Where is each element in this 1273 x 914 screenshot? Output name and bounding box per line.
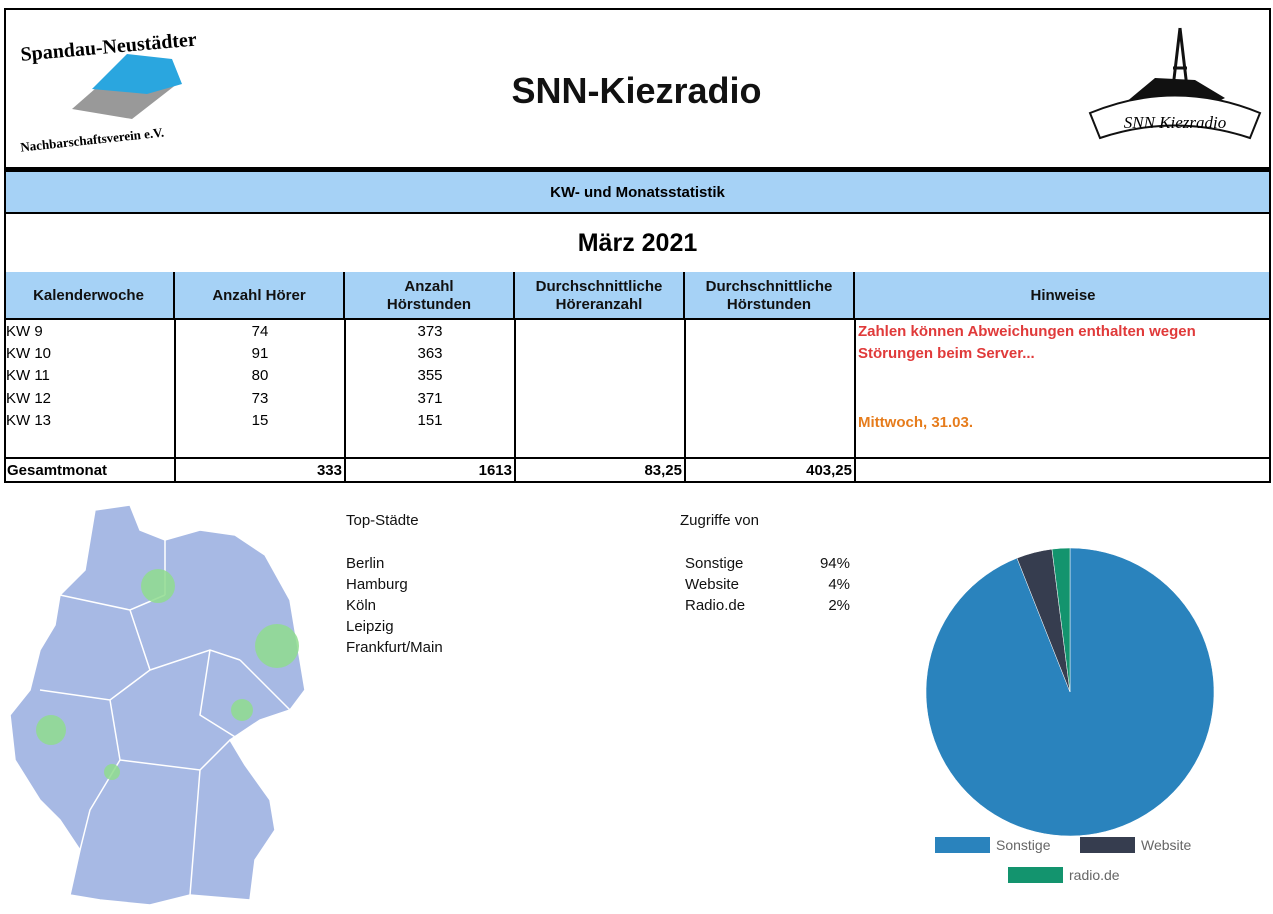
legend-label: Sonstige — [996, 837, 1051, 853]
city: Frankfurt/Main — [346, 639, 443, 656]
week-label: KW 11 — [6, 367, 50, 385]
map-bubble — [36, 715, 66, 745]
column-line — [854, 320, 856, 483]
cell-value: 151 — [417, 412, 443, 430]
week-label: KW 9 — [6, 322, 43, 340]
pie-chart: Sonstige Website radio.de — [925, 547, 1215, 883]
logo-text: Nachbarschaftsverein e.V. — [20, 125, 165, 155]
column-line — [514, 320, 516, 483]
map-borders — [39, 540, 291, 896]
city: Leipzig — [346, 618, 394, 635]
legend-swatch — [1080, 837, 1135, 853]
map-bubble — [231, 699, 253, 721]
column-header-text: Durchschnittliche Höreranzahl — [535, 278, 663, 313]
total-value: 403,25 — [806, 461, 852, 479]
access-name: Website — [685, 576, 739, 593]
cell-value: 373 — [417, 322, 443, 340]
cell-value: 80 — [251, 367, 269, 385]
logo-text: SNN Kiezradio — [1124, 113, 1227, 132]
logo-hand-blue — [92, 54, 182, 94]
week-label: KW 13 — [6, 412, 52, 430]
total-value: 83,25 — [644, 461, 682, 479]
city: Hamburg — [346, 576, 408, 593]
legend-swatch — [1008, 867, 1063, 883]
note: Mittwoch, 31.03. — [858, 414, 974, 432]
logo-ribbon — [1088, 94, 1262, 140]
access-name: Radio.de — [685, 597, 746, 614]
legend-label: radio.de — [1069, 867, 1120, 883]
column-header-text: Anzahl Hörstunden — [386, 278, 472, 313]
access-value: 4% — [828, 576, 850, 593]
total-value: 333 — [316, 461, 342, 479]
banner: KW- und Monatsstatistik — [4, 170, 1271, 214]
logo-right: SNN Kiezradio — [1088, 27, 1262, 140]
logo-tower — [1168, 27, 1192, 114]
week-label: KW 12 — [6, 389, 52, 407]
column-header: Kalenderwoche — [4, 272, 175, 320]
total-row-box — [4, 457, 1271, 483]
cell-value: 73 — [251, 389, 269, 407]
city: Köln — [346, 597, 377, 614]
cell-value: 371 — [417, 389, 443, 407]
column-header-text: Anzahl Hörer — [212, 287, 306, 304]
access-value: 2% — [828, 597, 850, 614]
map — [9, 504, 306, 906]
column-header-text: Durchschnittliche Hörstunden — [705, 278, 833, 313]
map-bubble — [104, 764, 120, 780]
column-header: Anzahl Hörstunden — [345, 272, 515, 320]
column-header-text: Kalenderwoche — [33, 287, 144, 304]
map-country — [9, 504, 306, 906]
cell-value: 15 — [251, 412, 269, 430]
access-title: Zugriffe von — [680, 512, 759, 529]
legend-label: Website — [1141, 837, 1192, 853]
access-name: Sonstige — [685, 555, 744, 572]
total-value: 1613 — [478, 461, 512, 479]
access-value: 94% — [819, 555, 850, 572]
month: März 2021 — [4, 212, 1271, 274]
week-label: KW 10 — [6, 345, 52, 363]
header-row-bg — [4, 272, 1271, 320]
cities-title: Top-Städte — [346, 512, 419, 529]
title: SNN-Kiezradio — [511, 70, 762, 111]
column-header: Durchschnittliche Hörstunden — [685, 272, 855, 320]
column-line — [174, 320, 176, 483]
column-line — [684, 320, 686, 483]
note: Zahlen können Abweichungen enthalten weg… — [858, 322, 1196, 340]
column-header: Hinweise — [855, 272, 1271, 320]
cell-value: 74 — [251, 322, 269, 340]
city: Berlin — [346, 555, 385, 572]
map-bubble — [141, 569, 175, 603]
column-header: Anzahl Hörer — [175, 272, 345, 320]
note: Störungen beim Server... — [858, 345, 1035, 363]
column-line — [344, 320, 346, 483]
map-bubble — [255, 624, 299, 668]
column-header-text: Hinweise — [1030, 287, 1096, 304]
header-box — [4, 8, 1271, 170]
pie-slice — [1051, 547, 1071, 693]
cell-value: 91 — [251, 345, 269, 363]
column-header: Durchschnittliche Höreranzahl — [515, 272, 685, 320]
legend-swatch — [935, 837, 990, 853]
cell-value: 363 — [417, 345, 443, 363]
table-body — [4, 320, 1271, 457]
logo-left: Spandau-Neustädter Nachbarschaftsverein … — [20, 29, 198, 155]
cell-value: 355 — [417, 367, 443, 385]
total-label: Gesamtmonat — [7, 461, 108, 479]
